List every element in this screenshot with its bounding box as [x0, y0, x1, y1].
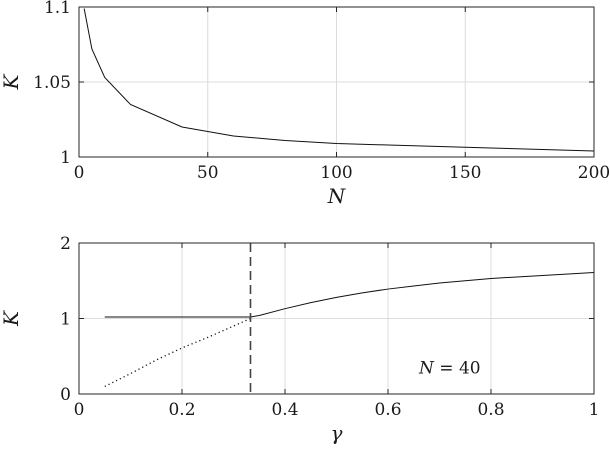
bottom-xtick-label: 1	[589, 400, 600, 420]
bottom-xtick-label: 0.8	[477, 400, 504, 420]
bottom-xlabel: γ	[331, 421, 343, 445]
top-ytick-label: 1.1	[44, 0, 71, 18]
top-xtick-label: 50	[197, 163, 219, 183]
top-xtick-label: 0	[74, 163, 85, 183]
bottom-series-solid-line	[104, 271, 595, 318]
bottom-xtick-label: 0.2	[168, 400, 195, 420]
n-annotation-var: N	[418, 359, 435, 379]
top-ylabel: K	[0, 73, 23, 90]
bottom-ytick-label: 2	[60, 234, 71, 254]
top-xtick-label: 200	[578, 163, 610, 183]
top-data	[83, 8, 595, 152]
n-annotation-op: =	[434, 359, 459, 379]
bottom-ytick-label: 1	[60, 310, 71, 330]
bottom-xtick-label: 0.6	[374, 400, 401, 420]
top-xtick-label: 100	[320, 163, 352, 183]
bottom-xtick-label: 0.4	[271, 400, 298, 420]
top-ticks: 0 50 100 150 200 1 1.05 1.1	[33, 0, 610, 183]
n-annotation: N = 40	[418, 359, 481, 379]
top-ytick-label: 1	[60, 148, 71, 168]
bottom-series-dotted-line	[104, 317, 251, 388]
top-xlabel: N	[327, 184, 347, 208]
bottom-panel: 0 0.2 0.4 0.6 0.8 1 0 1 2 γ K N = 40	[0, 234, 599, 445]
bottom-data	[104, 243, 595, 394]
bottom-ticks: 0 0.2 0.4 0.6 0.8 1 0 1 2	[60, 234, 599, 420]
bottom-grid	[79, 243, 594, 394]
top-series-solid-line	[83, 8, 595, 152]
top-panel: 0 50 100 150 200 1 1.05 1.1 N K	[0, 0, 610, 208]
top-grid	[79, 7, 594, 157]
bottom-ylabel: K	[0, 310, 23, 327]
n-annotation-value: 40	[459, 359, 481, 379]
bottom-xtick-label: 0	[74, 400, 85, 420]
bottom-ytick-label: 0	[60, 385, 71, 405]
top-ytick-label: 1.05	[33, 73, 71, 93]
top-xtick-label: 150	[449, 163, 481, 183]
